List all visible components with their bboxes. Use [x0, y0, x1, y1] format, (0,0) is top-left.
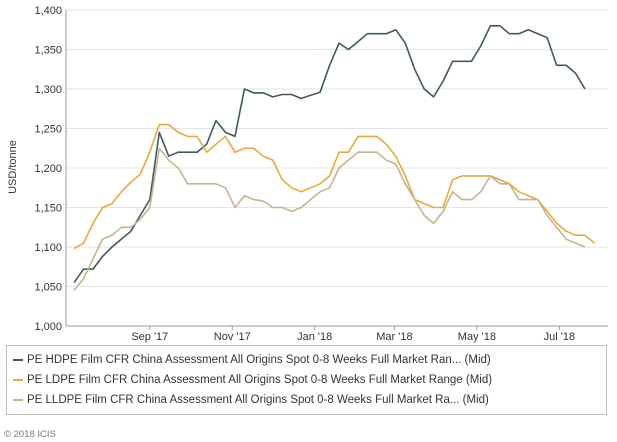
x-tick-label: May '18	[458, 331, 496, 343]
y-tick-label: 1,400	[34, 5, 62, 17]
x-tick-label: Jan '18	[297, 331, 332, 343]
line-chart: 1,000 1,050 1,100 1,150 1,200 1,250 1,300 1,350…	[7, 5, 608, 343]
y-tick-label: 1,300	[34, 84, 62, 96]
legend-swatch-lldpe	[13, 399, 23, 401]
legend-label-hdpe: PE HDPE Film CFR China Assessment All Or…	[27, 354, 491, 366]
y-tick-label: 1,150	[34, 203, 62, 215]
x-tick-label: Mar '18	[376, 331, 412, 343]
copyright-text: © 2018 ICIS	[4, 429, 56, 440]
y-axis-label: USD/tonne	[7, 140, 19, 194]
x-tick-label: Jul '18	[544, 331, 575, 343]
y-tick-label: 1,100	[34, 242, 62, 254]
y-tick-labels: 1,000 1,050 1,100 1,150 1,200 1,250 1,300 1,350…	[34, 5, 62, 333]
chart-legend: PE HDPE Film CFR China Assessment All Or…	[6, 345, 607, 415]
x-tick-label: Sep '17	[131, 331, 168, 343]
y-tick-label: 1,000	[34, 321, 62, 333]
legend-item-lldpe[interactable]: PE LLDPE Film CFR China Assessment All O…	[13, 390, 600, 410]
series-line-hdpe	[73, 25, 586, 284]
legend-item-ldpe[interactable]: PE LDPE Film CFR China Assessment All Or…	[13, 370, 600, 390]
y-tick-label: 1,050	[34, 282, 62, 294]
axes	[65, 10, 608, 330]
x-tick-labels: Sep '17 Nov '17 Jan '18 Mar '18 May '18 Jul '…	[131, 331, 575, 343]
grid-lines	[66, 9, 608, 287]
legend-label-ldpe: PE LDPE Film CFR China Assessment All Or…	[27, 374, 493, 386]
legend-swatch-ldpe	[13, 379, 23, 381]
y-tick-label: 1,200	[34, 163, 62, 175]
series-line-lldpe	[73, 147, 586, 291]
series-lines	[73, 25, 596, 291]
legend-swatch-hdpe	[13, 359, 23, 361]
x-tick-label: Nov '17	[214, 331, 251, 343]
y-tick-label: 1,250	[34, 124, 62, 136]
legend-item-hdpe[interactable]: PE HDPE Film CFR China Assessment All Or…	[13, 350, 600, 370]
y-tick-label: 1,350	[34, 45, 62, 57]
legend-label-lldpe: PE LLDPE Film CFR China Assessment All O…	[27, 394, 489, 406]
